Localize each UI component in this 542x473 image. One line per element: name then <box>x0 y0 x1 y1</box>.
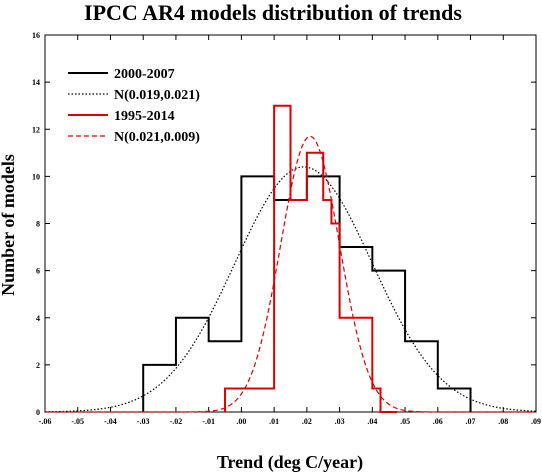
y-tick-label: 12 <box>32 125 40 134</box>
x-tick-label: -.01 <box>202 417 215 426</box>
x-tick-label: -.05 <box>71 417 84 426</box>
y-tick-label: 16 <box>32 31 40 40</box>
series-histogram-0 <box>142 175 472 412</box>
x-tick-label: .06 <box>433 417 443 426</box>
y-tick-label: 6 <box>36 267 40 276</box>
x-tick-label: .02 <box>302 417 312 426</box>
x-tick-label: .09 <box>531 417 541 426</box>
series-normal-curve-3 <box>45 135 536 413</box>
y-axis-label: Number of models <box>0 154 18 296</box>
chart-title: IPCC AR4 models distribution of trends <box>84 0 462 25</box>
legend-label: 2000-2007 <box>114 67 175 82</box>
legend-label: N(0.019,0.021) <box>114 88 200 103</box>
x-tick-label: -.04 <box>104 417 117 426</box>
axis-ticks: -.06 -.05 -.04 -.03 -.02 -.01 .00 .01 .02 .03 .04.… <box>32 31 541 426</box>
y-tick-label: 8 <box>36 220 40 229</box>
series-normal-curve-1 <box>44 166 537 413</box>
series-layer <box>44 104 537 413</box>
legend: 2000-2007 N(0.019,0.021) 1995-2014 N(0.021,… <box>68 67 200 145</box>
legend-label: 1995-2014 <box>114 109 175 124</box>
y-tick-label: 4 <box>36 314 40 323</box>
x-tick-label: .03 <box>335 417 345 426</box>
y-tick-label: 2 <box>36 361 40 370</box>
x-tick-label: -.06 <box>39 417 52 426</box>
y-tick-label: 0 <box>36 408 40 417</box>
x-tick-label: .00 <box>236 417 246 426</box>
x-tick-label: -.03 <box>137 417 150 426</box>
x-tick-label: -.02 <box>170 417 183 426</box>
y-tick-label: 10 <box>32 172 40 181</box>
legend-label: N(0.021,0.009) <box>114 130 200 145</box>
series-histogram-2 <box>224 104 397 413</box>
x-tick-label: .07 <box>466 417 476 426</box>
y-tick-label: 14 <box>32 78 40 87</box>
x-axis-label: Trend (deg C/year) <box>217 452 363 473</box>
x-tick-label: .05 <box>400 417 410 426</box>
x-tick-label: .08 <box>498 417 508 426</box>
x-tick-label: .01 <box>269 417 279 426</box>
x-tick-label: .04 <box>367 417 377 426</box>
